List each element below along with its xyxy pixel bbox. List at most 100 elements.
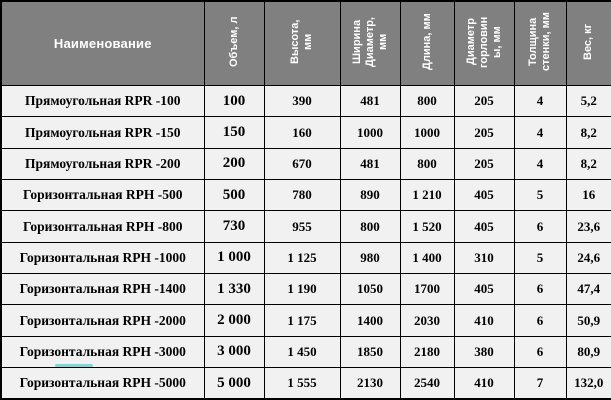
table-row: Горизонтальная RPH -2000 2 000 1 175 140…	[0, 304, 611, 337]
column-header-volume: Объем, л	[203, 0, 265, 86]
cell-width-diameter: 980	[339, 241, 401, 275]
cell-neck-diameter: 410	[453, 367, 515, 400]
cell-width-diameter: 890	[339, 179, 401, 212]
cell-weight: 23,6	[565, 210, 611, 243]
cell-length: 1 520	[399, 210, 455, 243]
cell-weight: 5,2	[565, 84, 611, 118]
cell-weight: 8,2	[565, 116, 611, 149]
cell-length: 2180	[399, 335, 455, 369]
cell-height: 160	[263, 116, 341, 149]
table-row: Прямоугольная RPR -200 200 670 481 800 2…	[0, 147, 611, 181]
cell-volume: 1 330	[203, 273, 265, 306]
column-header-wall-thickness: Толщина стенки, мм	[513, 0, 567, 86]
cell-neck-diameter: 410	[453, 304, 515, 337]
cell-width-diameter: 481	[339, 147, 401, 181]
cell-height: 780	[263, 179, 341, 212]
cell-length: 800	[399, 147, 455, 181]
cell-name: Горизонтальная RPH -5000	[0, 367, 205, 400]
cell-volume: 5 000	[203, 367, 265, 400]
cell-width-diameter: 481	[339, 84, 401, 118]
cell-height: 1 190	[263, 273, 341, 306]
table-row: Горизонтальная RPH -500 500 780 890 1 21…	[0, 179, 611, 212]
table-row: Горизонтальная RPH -1000 1 000 1 125 980…	[0, 241, 611, 275]
cell-height: 1 555	[263, 367, 341, 400]
cell-wall-thickness: 7	[513, 367, 567, 400]
cell-height: 1 125	[263, 241, 341, 275]
cell-wall-thickness: 4	[513, 116, 567, 149]
cell-volume: 200	[203, 147, 265, 181]
cell-volume: 500	[203, 179, 265, 212]
cell-wall-thickness: 6	[513, 273, 567, 306]
cell-width-diameter: 1000	[339, 116, 401, 149]
column-header-length: Длина, мм	[399, 0, 455, 86]
table-row: Горизонтальная RPH -3000 3 000 1 450 185…	[0, 335, 611, 369]
cell-width-diameter: 800	[339, 210, 401, 243]
cell-name: Горизонтальная RPH -800	[0, 210, 205, 243]
cell-width-diameter: 2130	[339, 367, 401, 400]
table-row: Прямоугольная RPR -150 150 160 1000 1000…	[0, 116, 611, 149]
cell-wall-thickness: 4	[513, 147, 567, 181]
cell-width-diameter: 1850	[339, 335, 401, 369]
cell-length: 1000	[399, 116, 455, 149]
cell-length: 1 400	[399, 241, 455, 275]
cell-neck-diameter: 205	[453, 84, 515, 118]
column-header-wall-thickness-label: Толщина стенки, мм	[527, 12, 552, 72]
column-header-width-diameter: Ширина Диаметр, мм	[339, 0, 401, 86]
table-header: Наименование Объем, л Высота, мм Ширина …	[0, 0, 611, 86]
column-header-height: Высота, мм	[263, 0, 341, 86]
column-header-weight: Вес, кг	[565, 0, 611, 86]
cell-weight: 24,6	[565, 241, 611, 275]
cell-height: 1 175	[263, 304, 341, 337]
cell-length: 1 210	[399, 179, 455, 212]
cell-wall-thickness: 4	[513, 84, 567, 118]
cell-wall-thickness: 6	[513, 335, 567, 369]
cell-weight: 47,4	[565, 273, 611, 306]
table-row: Горизонтальная RPH -800 730 955 800 1 52…	[0, 210, 611, 243]
cell-width-diameter: 1050	[339, 273, 401, 306]
cell-height: 955	[263, 210, 341, 243]
cell-volume: 730	[203, 210, 265, 243]
column-header-length-label: Длина, мм	[420, 13, 433, 71]
cell-length: 1700	[399, 273, 455, 306]
cell-wall-thickness: 6	[513, 210, 567, 243]
cell-neck-diameter: 405	[453, 210, 515, 243]
cell-height: 670	[263, 147, 341, 181]
cell-wall-thickness: 6	[513, 304, 567, 337]
table-row: Горизонтальная RPH -5000 5 000 1 555 213…	[0, 367, 611, 400]
column-header-height-label: Высота, мм	[289, 19, 314, 65]
column-header-width-diameter-label: Ширина Диаметр, мм	[350, 17, 389, 67]
header-row: Наименование Объем, л Высота, мм Ширина …	[0, 0, 611, 86]
cell-wall-thickness: 5	[513, 241, 567, 275]
cell-name: Прямоугольная RPR -150	[0, 116, 205, 149]
table-row: Горизонтальная RPH -1400 1 330 1 190 105…	[0, 273, 611, 306]
column-header-neck-diameter: Диаметр горловины, мм	[453, 0, 515, 86]
cell-width-diameter: 1400	[339, 304, 401, 337]
cell-length: 800	[399, 84, 455, 118]
cell-weight: 132,0	[565, 367, 611, 400]
cyan-highlight-mark	[55, 364, 93, 367]
cell-neck-diameter: 405	[453, 273, 515, 306]
column-header-weight-label: Вес, кг	[582, 23, 595, 61]
column-header-neck-diameter-label: Диаметр горловины, мм	[464, 16, 503, 68]
cell-name: Прямоугольная RPR -100	[0, 84, 205, 118]
cell-weight: 8,2	[565, 147, 611, 181]
cell-height: 390	[263, 84, 341, 118]
column-header-name: Наименование	[0, 0, 205, 86]
cell-volume: 100	[203, 84, 265, 118]
cell-name: Горизонтальная RPH -1400	[0, 273, 205, 306]
cell-neck-diameter: 310	[453, 241, 515, 275]
column-header-volume-label: Объем, л	[227, 16, 240, 68]
cell-name: Прямоугольная RPR -200	[0, 147, 205, 181]
cell-neck-diameter: 380	[453, 335, 515, 369]
cell-wall-thickness: 5	[513, 179, 567, 212]
cell-weight: 16	[565, 179, 611, 212]
cell-neck-diameter: 405	[453, 179, 515, 212]
cell-weight: 80,9	[565, 335, 611, 369]
table-body: Прямоугольная RPR -100 100 390 481 800 2…	[0, 84, 611, 400]
table-row: Прямоугольная RPR -100 100 390 481 800 2…	[0, 84, 611, 118]
cell-name: Горизонтальная RPH -500	[0, 179, 205, 212]
cell-name: Горизонтальная RPH -3000	[0, 335, 205, 369]
cell-name: Горизонтальная RPH -2000	[0, 304, 205, 337]
cell-volume: 150	[203, 116, 265, 149]
